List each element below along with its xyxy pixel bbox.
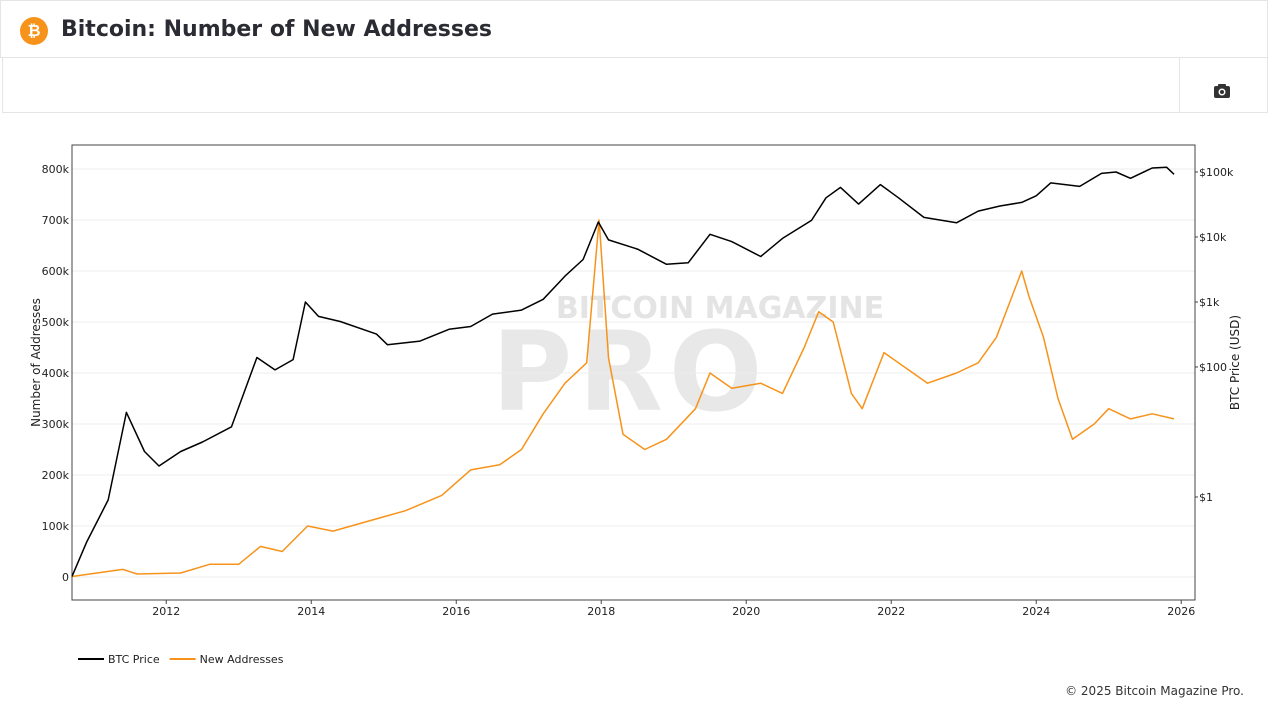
y2-tick-label: $100 bbox=[1199, 361, 1227, 374]
page-title: Bitcoin: Number of New Addresses bbox=[61, 17, 492, 42]
toolbar bbox=[2, 58, 1268, 113]
y2-tick-label: $10k bbox=[1199, 231, 1227, 244]
y-tick-label: 100k bbox=[42, 520, 70, 533]
x-tick-label: 2020 bbox=[732, 605, 760, 618]
x-tick-label: 2016 bbox=[442, 605, 470, 618]
camera-button[interactable] bbox=[1213, 83, 1231, 99]
legend-label: New Addresses bbox=[200, 653, 284, 666]
y-tick-label: 800k bbox=[42, 163, 70, 176]
y-tick-label: 500k bbox=[42, 316, 70, 329]
series-line bbox=[71, 219, 1175, 578]
x-tick-label: 2014 bbox=[297, 605, 325, 618]
x-tick-label: 2024 bbox=[1022, 605, 1050, 618]
header: ₿ Bitcoin: Number of New Addresses bbox=[0, 0, 1268, 58]
copyright: © 2025 Bitcoin Magazine Pro. bbox=[1065, 684, 1244, 698]
x-tick-label: 2026 bbox=[1167, 605, 1195, 618]
plot-frame bbox=[71, 144, 1196, 601]
y-tick-label: 0 bbox=[62, 571, 69, 584]
y2-axis-title: BTC Price (USD) bbox=[1228, 315, 1242, 410]
y-tick-label: 200k bbox=[42, 469, 70, 482]
y2-tick-label: $100k bbox=[1199, 166, 1234, 179]
x-tick-label: 2018 bbox=[587, 605, 615, 618]
y-tick-label: 700k bbox=[42, 214, 70, 227]
bitcoin-icon: ₿ bbox=[20, 17, 48, 45]
y-tick-label: 300k bbox=[42, 418, 70, 431]
x-tick-label: 2022 bbox=[877, 605, 905, 618]
y-axis-title: Number of Addresses bbox=[29, 298, 43, 427]
y-tick-label: 400k bbox=[42, 367, 70, 380]
watermark: PRO bbox=[492, 308, 769, 436]
y2-tick-label: $1 bbox=[1199, 491, 1213, 504]
y2-tick-label: $1k bbox=[1199, 296, 1220, 309]
svg-text:₿: ₿ bbox=[27, 21, 40, 40]
y-tick-label: 600k bbox=[42, 265, 70, 278]
series-line bbox=[71, 166, 1175, 577]
legend-label: BTC Price bbox=[108, 653, 160, 666]
x-tick-label: 2012 bbox=[152, 605, 180, 618]
